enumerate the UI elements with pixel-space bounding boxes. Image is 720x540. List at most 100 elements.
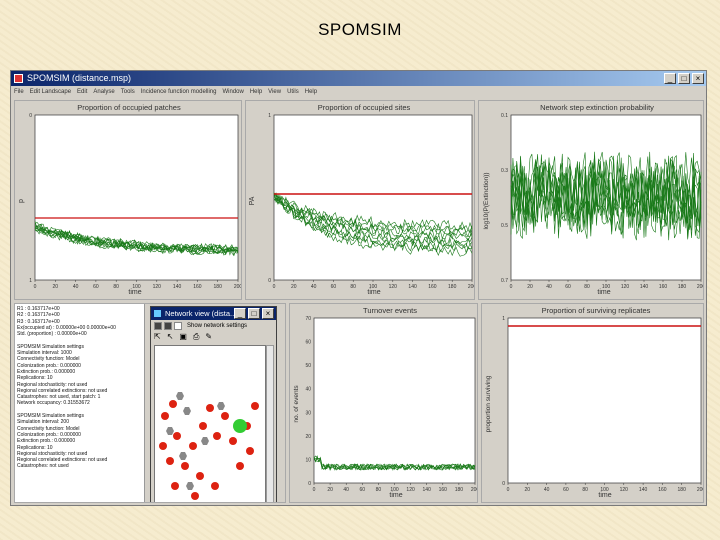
patch-occupied[interactable]: [189, 442, 197, 450]
x-axis-label: time: [128, 289, 141, 296]
x-tick-label: 140: [640, 284, 649, 290]
series-line: [34, 225, 239, 256]
log-line: Regional correlated extinctions: not use…: [17, 387, 108, 394]
cursor-icon[interactable]: ↖: [166, 332, 174, 341]
patch-occupied[interactable]: [171, 482, 179, 490]
dialog-scrollbar[interactable]: [266, 345, 274, 502]
y-tick-label: 0: [308, 481, 311, 487]
log-line: Connectivity function: Model: [17, 425, 80, 432]
menu-file[interactable]: File: [14, 89, 24, 95]
y-axis-label: proportion surviving: [485, 375, 492, 432]
patch-empty[interactable]: [201, 437, 209, 445]
patch-occupied[interactable]: [159, 442, 167, 450]
x-tick-label: 0: [34, 284, 37, 290]
toolbar-label[interactable]: Show network settings: [187, 322, 248, 329]
patch-occupied[interactable]: [211, 482, 219, 490]
plot-area: [507, 317, 702, 484]
patch-occupied[interactable]: [196, 472, 204, 480]
log-line: Network occupancy: 0.31553672: [17, 400, 90, 407]
x-tick-label: 20: [291, 284, 297, 290]
patch-occupied[interactable]: [199, 422, 207, 430]
patch-occupied[interactable]: [213, 432, 221, 440]
simulation-log[interactable]: R1 : 0.163717e+00 R2 : 0.163717e+00 R3 : 0…: [15, 304, 145, 502]
patch-empty[interactable]: [176, 392, 184, 400]
x-tick-label: 160: [658, 487, 667, 493]
x-tick-label: 20: [527, 284, 533, 290]
patch-occupied[interactable]: [251, 402, 259, 410]
patch-empty[interactable]: [179, 452, 187, 460]
print-icon[interactable]: ⎙: [192, 331, 200, 341]
grid-icon[interactable]: [154, 321, 162, 330]
menu-window[interactable]: Window: [222, 89, 244, 95]
menu-edit[interactable]: Edit: [77, 89, 88, 95]
minimize-button[interactable]: _: [664, 73, 676, 84]
patch-occupied[interactable]: [166, 457, 174, 465]
y-tick-label: 10: [305, 457, 311, 463]
y-tick-label: 1: [29, 278, 32, 284]
log-line: R3 : 0.163717e+00: [17, 318, 60, 325]
zoom-icon[interactable]: [164, 321, 172, 330]
chart-panel-extinction-probability: Network step extinction probability log1…: [478, 100, 704, 300]
x-axis-label: time: [389, 492, 402, 499]
plot-area: [273, 114, 473, 281]
network-canvas[interactable]: [154, 345, 266, 502]
dialog-titlebar[interactable]: Network view (dista... _ □ ×: [151, 307, 276, 320]
menu-edit-landscape[interactable]: Edit Landscape: [29, 89, 72, 95]
patch-selected[interactable]: [233, 419, 247, 433]
patch-occupied[interactable]: [161, 412, 169, 420]
menu-utils[interactable]: Utils: [287, 89, 299, 95]
menu-tools[interactable]: Tools: [120, 89, 135, 95]
y-tick-label: 0.7: [501, 278, 508, 284]
chart-panel-occupied-sites: Proportion of occupied sites PA time 0 20…: [245, 100, 475, 300]
patch-occupied[interactable]: [169, 400, 177, 408]
patch-occupied[interactable]: [191, 492, 199, 500]
patch-empty[interactable]: [217, 402, 225, 410]
chart-panel-surviving: Proportion of surviving replicates propo…: [481, 303, 704, 503]
y-tick-label: 50: [305, 363, 311, 369]
chart-title: Proportion of occupied sites: [318, 103, 411, 112]
x-tick-label: 160: [428, 284, 437, 290]
patch-empty[interactable]: [186, 482, 194, 490]
menu-help[interactable]: Help: [249, 89, 263, 95]
menu-analyse[interactable]: Analyse: [93, 89, 115, 95]
maximize-button[interactable]: □: [678, 73, 690, 84]
patch-occupied[interactable]: [221, 412, 229, 420]
patch-empty[interactable]: [183, 407, 191, 415]
dialog-maximize-button[interactable]: □: [248, 308, 260, 319]
x-tick-label: 180: [678, 487, 687, 493]
patch-occupied[interactable]: [181, 462, 189, 470]
menu-help-2[interactable]: Help: [304, 89, 318, 95]
patch-empty[interactable]: [166, 427, 174, 435]
lasso-icon[interactable]: ⇱: [154, 332, 161, 341]
save-icon[interactable]: ▣: [179, 332, 187, 341]
app-window: SPOMSIM (distance.msp) _ □ × File Edit L…: [10, 70, 707, 506]
log-line: R1 : 0.163717e+00: [17, 306, 60, 312]
x-tick-label: 60: [565, 284, 571, 290]
x-tick-label: 80: [584, 284, 590, 290]
x-tick-label: 180: [448, 284, 457, 290]
x-tick-label: 20: [525, 487, 531, 493]
y-tick-label: 40: [305, 387, 311, 393]
x-tick-label: 40: [546, 284, 552, 290]
patch-occupied[interactable]: [246, 447, 254, 455]
x-tick-label: 20: [53, 284, 59, 290]
x-tick-label: 40: [343, 487, 349, 493]
dialog-minimize-button[interactable]: _: [234, 308, 246, 319]
x-tick-label: 200: [697, 284, 704, 290]
window-titlebar[interactable]: SPOMSIM (distance.msp) _ □ ×: [11, 71, 706, 86]
menu-incidence[interactable]: Incidence function modelling: [140, 89, 217, 95]
patch-occupied[interactable]: [229, 437, 237, 445]
patch-occupied[interactable]: [236, 462, 244, 470]
series-line: [510, 152, 702, 235]
patch-occupied[interactable]: [206, 404, 214, 412]
x-tick-label: 120: [389, 284, 398, 290]
close-button[interactable]: ×: [692, 73, 704, 84]
network-view-dialog[interactable]: Network view (dista... _ □ × Show networ…: [150, 306, 277, 502]
x-axis-label: time: [367, 289, 380, 296]
dialog-close-button[interactable]: ×: [262, 308, 274, 319]
select-icon[interactable]: [174, 321, 182, 330]
patch-occupied[interactable]: [173, 432, 181, 440]
x-tick-label: 200: [234, 284, 242, 290]
menu-view[interactable]: View: [268, 89, 282, 95]
pencil-icon[interactable]: ✎: [205, 332, 213, 341]
